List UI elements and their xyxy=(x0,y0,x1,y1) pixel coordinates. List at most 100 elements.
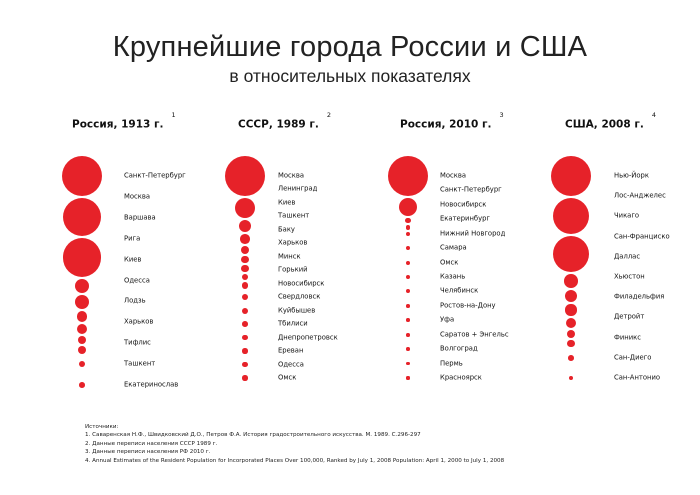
city-size-circle xyxy=(388,156,428,196)
city-size-circle xyxy=(399,198,417,216)
city-size-circle xyxy=(241,245,249,254)
city-label: Лодзь xyxy=(124,296,146,305)
city-size-circle xyxy=(242,361,248,368)
city-size-circle xyxy=(78,360,86,368)
city-size-circle xyxy=(551,156,591,196)
city-label: Тбилиси xyxy=(278,319,308,328)
city-size-circle xyxy=(553,236,589,272)
city-label: Пермь xyxy=(440,359,463,368)
source-item-4: 4. Annual Estimates of the Resident Popu… xyxy=(85,457,505,464)
city-size-circle xyxy=(405,218,411,224)
footnote-marker: 4 xyxy=(651,111,656,119)
city-label: Самара xyxy=(440,243,467,252)
city-size-circle xyxy=(62,198,102,237)
column-heading-1: Россия, 1913 г. 1 xyxy=(72,111,176,131)
city-label: Екатеринбург xyxy=(440,214,490,223)
city-label: Санкт-Петербург xyxy=(440,185,502,194)
source-item-1: 1. Саваренская Н.Ф., Швидковский Д.О., П… xyxy=(85,432,421,439)
column-heading-4: США, 2008 г. 4 xyxy=(565,111,656,131)
sources-heading: Источники: xyxy=(85,424,119,430)
city-size-circle xyxy=(405,232,411,237)
city-label: Баку xyxy=(278,225,295,234)
column-heading-text: США, 2008 г. xyxy=(565,118,644,131)
city-label: Казань xyxy=(440,272,466,281)
city-size-circle xyxy=(405,225,411,230)
city-label: Волгоград xyxy=(440,344,478,353)
city-size-circle xyxy=(241,282,249,289)
city-size-circle xyxy=(242,335,248,341)
source-item-2: 2. Данные переписи населения СССР 1989 г… xyxy=(85,440,218,447)
city-label: Москва xyxy=(278,171,305,180)
city-label: Минск xyxy=(278,252,301,261)
column-heading-3: Россия, 2010 г. 3 xyxy=(400,111,504,131)
city-size-circle xyxy=(77,323,87,334)
column-heading-text: Россия, 1913 г. xyxy=(72,118,164,131)
city-label: Харьков xyxy=(278,238,308,247)
city-size-circle xyxy=(568,355,574,361)
city-label: Саратов + Энгельс xyxy=(440,330,509,339)
city-size-circle xyxy=(242,321,248,327)
city-size-circle xyxy=(564,289,578,303)
city-label: Филадельфия xyxy=(614,292,665,301)
city-size-circle xyxy=(406,304,410,308)
city-size-circle xyxy=(241,274,249,281)
city-label: Челябинск xyxy=(440,286,479,295)
city-size-circle xyxy=(62,156,102,196)
page-subtitle: в относительных показателях xyxy=(229,66,471,86)
city-size-circle xyxy=(406,332,410,337)
city-size-circle xyxy=(564,274,578,288)
city-size-circle xyxy=(568,375,574,381)
city-label: Киев xyxy=(124,255,142,264)
city-size-circle xyxy=(225,156,265,196)
city-size-circle xyxy=(78,335,86,344)
city-label: Нижний Новгород xyxy=(440,229,506,238)
city-label: Свердловск xyxy=(278,292,321,301)
city-size-circle xyxy=(75,294,89,309)
city-size-circle xyxy=(79,382,85,388)
city-label: Днепропетровск xyxy=(278,333,338,342)
city-size-circle xyxy=(406,347,410,351)
footnote-marker: 1 xyxy=(171,111,176,119)
column-heading-text: Россия, 2010 г. xyxy=(400,118,492,131)
city-label: Москва xyxy=(124,192,151,201)
city-size-circle xyxy=(566,317,576,328)
city-size-circle xyxy=(242,348,248,354)
city-label: Ереван xyxy=(278,346,304,355)
city-label: Хьюстон xyxy=(614,272,645,281)
city-size-circle xyxy=(406,246,410,251)
city-size-circle xyxy=(406,318,410,323)
city-size-circle xyxy=(76,310,88,322)
city-label: Варшава xyxy=(124,213,156,222)
city-label: Уфа xyxy=(440,315,455,324)
city-size-circle xyxy=(242,375,248,381)
city-label: Горький xyxy=(278,265,308,274)
city-label: Екатеринослав xyxy=(124,380,179,389)
city-label: Тифлис xyxy=(124,338,151,347)
city-label: Нью-Йорк xyxy=(614,171,649,180)
city-label: Ташкент xyxy=(124,359,156,368)
city-label: Финикс xyxy=(614,333,641,342)
city-label: Ленинград xyxy=(278,184,318,193)
city-label: Сан-Антонио xyxy=(614,373,661,382)
city-label: Санкт-Петербург xyxy=(124,171,186,180)
city-size-circle xyxy=(235,198,255,218)
city-size-circle xyxy=(239,220,251,232)
city-size-circle xyxy=(240,234,250,244)
city-label: Омск xyxy=(278,373,297,382)
city-size-circle xyxy=(567,339,575,347)
city-label: Ташкент xyxy=(278,211,310,220)
city-size-circle xyxy=(242,307,248,314)
city-label: Лос-Анджелес xyxy=(614,191,666,200)
source-item-3: 3. Данные переписи населения РФ 2010 г. xyxy=(85,449,211,456)
city-size-circle xyxy=(62,238,102,277)
city-size-circle xyxy=(78,345,86,354)
city-label: Рига xyxy=(124,234,141,243)
city-size-circle xyxy=(242,294,248,301)
city-size-circle xyxy=(553,198,589,234)
city-size-circle xyxy=(406,275,410,279)
city-label: Киев xyxy=(278,198,296,207)
city-size-circle xyxy=(406,376,410,380)
city-size-circle xyxy=(565,304,577,316)
city-size-circle xyxy=(406,260,410,265)
city-size-circle xyxy=(406,361,410,366)
